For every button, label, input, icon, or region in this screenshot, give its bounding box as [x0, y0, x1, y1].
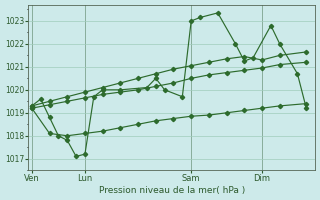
- X-axis label: Pression niveau de la mer( hPa ): Pression niveau de la mer( hPa ): [99, 186, 245, 195]
